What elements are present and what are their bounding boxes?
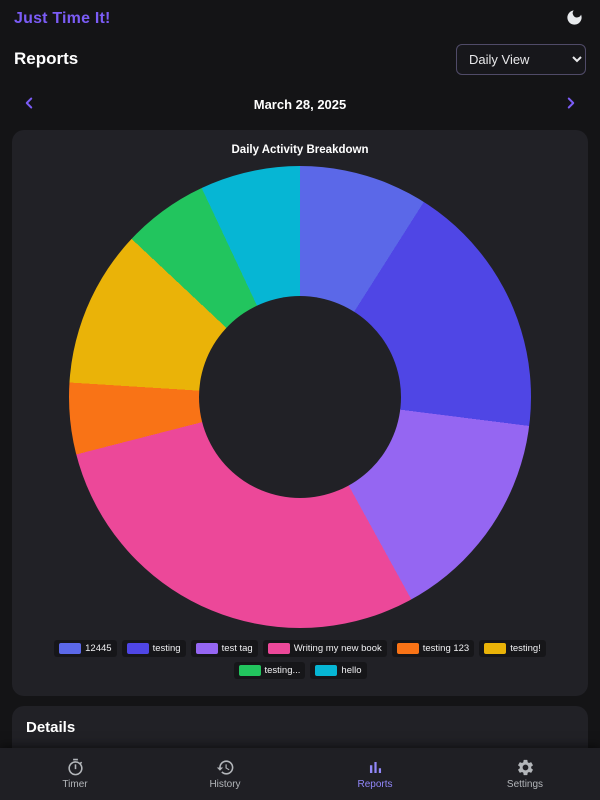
legend-item[interactable]: 12445 <box>54 640 117 657</box>
legend-label: Writing my new book <box>293 643 382 654</box>
nav-item-timer[interactable]: Timer <box>0 748 150 800</box>
donut-chart-wrapper <box>69 166 531 628</box>
chevron-left-icon <box>20 94 38 115</box>
nav-label: Timer <box>62 779 88 790</box>
next-date-button[interactable] <box>558 91 584 117</box>
nav-label: Settings <box>506 779 544 790</box>
chevron-right-icon <box>562 94 580 115</box>
legend-swatch <box>484 643 507 654</box>
top-bar: Just Time It! <box>0 0 600 38</box>
donut-hole <box>199 296 401 498</box>
reports-header: Reports Daily View <box>0 38 600 80</box>
legend-label: 12445 <box>85 643 112 654</box>
legend-label: testing! <box>510 643 541 654</box>
prev-date-button[interactable] <box>16 91 42 117</box>
legend-row: testing... hello <box>233 662 367 679</box>
nav-item-history[interactable]: History <box>150 748 300 800</box>
moon-icon <box>565 8 584 30</box>
legend-item[interactable]: test tag <box>190 640 258 657</box>
chart-title: Daily Activity Breakdown <box>231 144 369 156</box>
legend-item[interactable]: hello <box>310 662 367 679</box>
chart-legend: 12445 testing test tag Writing my new book t… <box>20 640 580 679</box>
legend-swatch <box>315 665 338 676</box>
nav-label: Reports <box>357 779 393 790</box>
view-selector[interactable]: Daily View <box>456 43 586 75</box>
legend-label: testing <box>152 643 181 654</box>
history-icon <box>216 758 235 777</box>
legend-item[interactable]: testing... <box>233 662 306 679</box>
legend-swatch <box>59 643 82 654</box>
legend-item[interactable]: Writing my new book <box>262 640 387 657</box>
details-title: Details <box>26 719 76 736</box>
nav-label: History <box>209 779 241 790</box>
legend-label: hello <box>341 665 362 676</box>
legend-item[interactable]: testing 123 <box>391 640 475 657</box>
page-title: Reports <box>14 49 79 68</box>
nav-item-settings[interactable]: Settings <box>450 748 600 800</box>
legend-label: testing 123 <box>422 643 470 654</box>
legend-swatch <box>126 643 149 654</box>
current-date-label: March 28, 2025 <box>253 96 347 112</box>
legend-row: 12445 testing test tag Writing my new book t… <box>54 640 546 657</box>
daily-activity-card: Daily Activity Breakdown 12445 testing tes… <box>12 130 588 696</box>
bar-chart-icon <box>366 758 385 777</box>
legend-item[interactable]: testing <box>121 640 186 657</box>
bottom-nav: Timer History Reports Settings <box>0 748 600 800</box>
legend-swatch <box>238 665 261 676</box>
legend-label: test tag <box>221 643 253 654</box>
nav-item-reports[interactable]: Reports <box>300 748 450 800</box>
date-navigation: March 28, 2025 <box>0 86 600 122</box>
legend-swatch <box>396 643 419 654</box>
timer-icon <box>66 758 85 777</box>
legend-label: testing... <box>264 665 301 676</box>
legend-swatch <box>267 643 290 654</box>
app-title: Just Time It! <box>14 10 111 27</box>
dark-mode-toggle[interactable] <box>562 7 586 31</box>
legend-swatch <box>195 643 218 654</box>
legend-item[interactable]: testing! <box>479 640 546 657</box>
gear-icon <box>516 758 535 777</box>
